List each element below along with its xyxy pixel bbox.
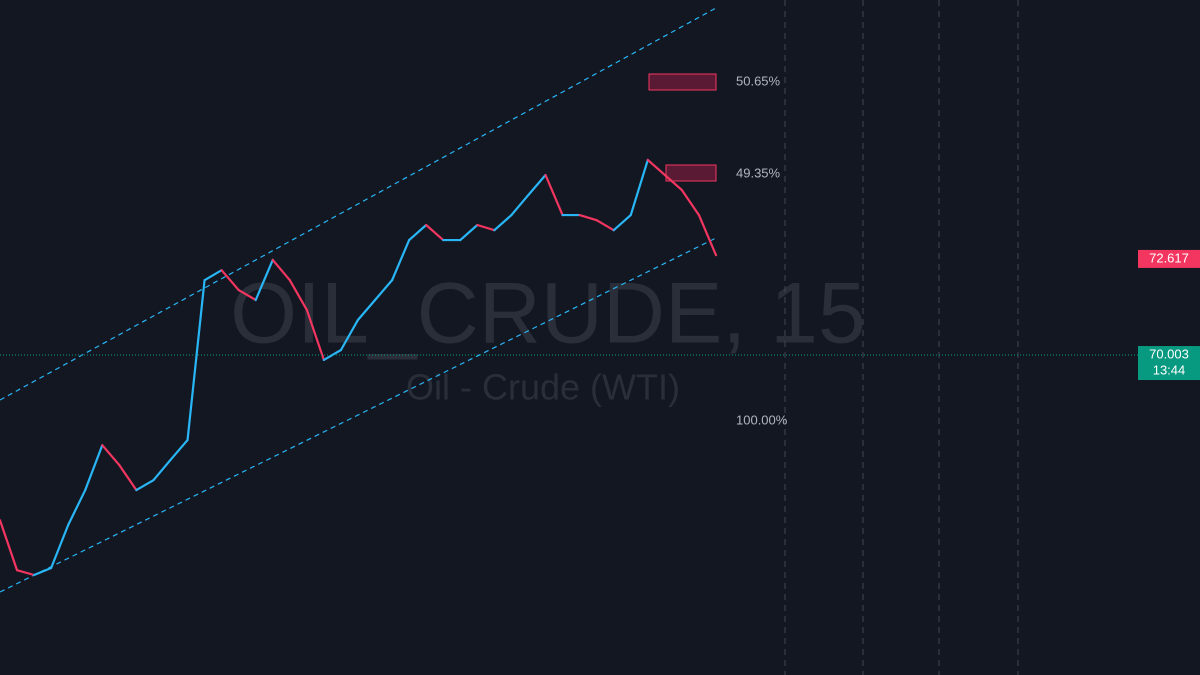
ma-segment [186, 279, 206, 442]
ma-segment [425, 223, 445, 242]
ma-segment [135, 479, 155, 492]
ma-segment [408, 223, 428, 242]
price-tag [1138, 249, 1200, 268]
ma-segment [390, 238, 411, 282]
price-tag [1138, 346, 1200, 381]
ma-segment [101, 444, 121, 467]
ma-segment [527, 173, 547, 196]
ma-segment [493, 213, 513, 232]
ma-segment [578, 213, 598, 222]
ma-segment [373, 279, 394, 302]
ma-segment [288, 279, 308, 312]
zone-box [648, 73, 717, 91]
ma-segment [305, 308, 326, 362]
fib-label: 100.00% [736, 412, 788, 427]
price-label: 72.617 [1149, 250, 1189, 265]
fib-label: 49.35% [736, 165, 781, 180]
ma-segment [0, 519, 19, 572]
ma-segment [220, 269, 240, 292]
ma-segment [356, 298, 377, 321]
ma-segment [271, 258, 291, 282]
ma-segment [322, 348, 343, 362]
ma-segment [612, 213, 632, 232]
ma-segment [595, 219, 615, 232]
ma-segment [169, 438, 189, 462]
price-label: 70.003 [1149, 346, 1189, 361]
zone-box [665, 164, 717, 182]
ma-segment [510, 193, 530, 217]
ma-segment [629, 158, 649, 217]
ma-segment [646, 158, 666, 177]
channel [0, 7, 717, 593]
ma-segment [476, 223, 496, 232]
time-dividers [784, 0, 1019, 675]
watermark-name: Oil - Crude (WTI) [406, 367, 680, 408]
ma-segment [254, 258, 274, 302]
ma-segment [697, 213, 718, 257]
ma-segment [67, 488, 87, 527]
ma-segment [459, 223, 479, 242]
ma-segment [152, 458, 172, 482]
ma-segment [50, 523, 70, 570]
ma-segment [544, 173, 564, 217]
ma-segment [680, 188, 701, 217]
ma-segment [32, 566, 53, 577]
watermark-symbol: OIL_CRUDE, 15 [230, 266, 866, 362]
ma-segment [203, 269, 223, 282]
ma-segment [84, 444, 104, 492]
fib-label: 50.65% [736, 73, 781, 88]
ma-segment [663, 173, 684, 192]
ma-segment [118, 463, 138, 492]
ma-segment [237, 288, 257, 302]
ma-segment [339, 318, 360, 352]
ma-segment [15, 569, 36, 577]
countdown: 13:44 [1153, 362, 1186, 377]
